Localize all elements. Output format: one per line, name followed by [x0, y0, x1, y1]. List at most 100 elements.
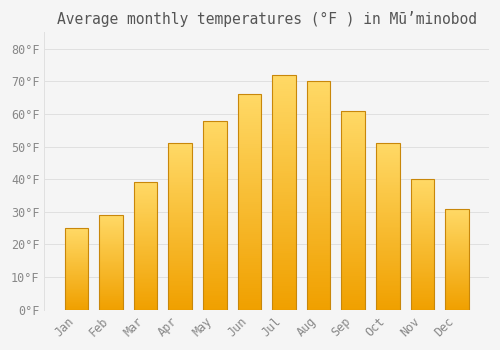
- Bar: [100, 296, 123, 298]
- Bar: [100, 245, 123, 246]
- Bar: [342, 308, 365, 310]
- Bar: [376, 233, 400, 235]
- Bar: [203, 247, 226, 249]
- Bar: [445, 248, 468, 249]
- Bar: [410, 247, 434, 248]
- Bar: [238, 286, 261, 288]
- Bar: [307, 250, 330, 253]
- Bar: [100, 216, 123, 217]
- Bar: [272, 284, 295, 286]
- Bar: [203, 136, 226, 138]
- Bar: [134, 220, 158, 222]
- Bar: [134, 247, 158, 248]
- Bar: [64, 229, 88, 230]
- Bar: [238, 161, 261, 163]
- Bar: [445, 242, 468, 243]
- Bar: [342, 119, 365, 121]
- Bar: [342, 174, 365, 176]
- Bar: [342, 142, 365, 145]
- Bar: [238, 267, 261, 269]
- Bar: [134, 204, 158, 205]
- Bar: [376, 306, 400, 308]
- Bar: [445, 307, 468, 308]
- Bar: [342, 276, 365, 278]
- Bar: [445, 277, 468, 278]
- Bar: [342, 262, 365, 264]
- Bar: [203, 139, 226, 141]
- Bar: [203, 147, 226, 149]
- Bar: [134, 273, 158, 274]
- Bar: [376, 208, 400, 210]
- Bar: [410, 200, 434, 201]
- Bar: [168, 290, 192, 292]
- Bar: [134, 182, 158, 310]
- Bar: [342, 147, 365, 148]
- Bar: [238, 252, 261, 254]
- Bar: [410, 276, 434, 277]
- Bar: [307, 136, 330, 139]
- Bar: [376, 308, 400, 310]
- Bar: [238, 284, 261, 286]
- Bar: [238, 254, 261, 256]
- Bar: [307, 262, 330, 264]
- Bar: [100, 217, 123, 218]
- Bar: [203, 298, 226, 300]
- Bar: [238, 163, 261, 166]
- Bar: [238, 282, 261, 284]
- Bar: [410, 228, 434, 229]
- Bar: [376, 190, 400, 191]
- Bar: [238, 234, 261, 237]
- Bar: [307, 253, 330, 255]
- Bar: [238, 166, 261, 168]
- Bar: [100, 248, 123, 249]
- Bar: [64, 291, 88, 292]
- Bar: [376, 195, 400, 197]
- Bar: [64, 306, 88, 307]
- Bar: [376, 301, 400, 303]
- Bar: [445, 308, 468, 309]
- Bar: [134, 188, 158, 189]
- Bar: [272, 98, 295, 101]
- Bar: [203, 187, 226, 189]
- Bar: [342, 256, 365, 258]
- Bar: [238, 237, 261, 239]
- Bar: [272, 96, 295, 98]
- Bar: [307, 244, 330, 246]
- Bar: [376, 240, 400, 242]
- Bar: [168, 268, 192, 270]
- Bar: [203, 221, 226, 223]
- Bar: [203, 304, 226, 306]
- Bar: [376, 168, 400, 170]
- Bar: [410, 286, 434, 288]
- Bar: [238, 198, 261, 200]
- Bar: [410, 243, 434, 245]
- Bar: [445, 289, 468, 290]
- Bar: [64, 265, 88, 266]
- Bar: [134, 256, 158, 258]
- Bar: [64, 279, 88, 280]
- Bar: [376, 298, 400, 300]
- Bar: [445, 225, 468, 226]
- Bar: [376, 187, 400, 188]
- Bar: [376, 210, 400, 211]
- Bar: [203, 126, 226, 128]
- Bar: [445, 258, 468, 259]
- Bar: [64, 278, 88, 279]
- Bar: [272, 124, 295, 126]
- Bar: [445, 270, 468, 271]
- Bar: [64, 305, 88, 306]
- Bar: [376, 197, 400, 198]
- Bar: [342, 168, 365, 170]
- Bar: [203, 145, 226, 147]
- Bar: [134, 184, 158, 185]
- Bar: [100, 276, 123, 278]
- Bar: [376, 238, 400, 240]
- Bar: [100, 292, 123, 293]
- Bar: [342, 306, 365, 308]
- Bar: [410, 259, 434, 260]
- Bar: [410, 301, 434, 302]
- Bar: [410, 234, 434, 235]
- Bar: [238, 288, 261, 290]
- Bar: [100, 268, 123, 269]
- Bar: [134, 255, 158, 256]
